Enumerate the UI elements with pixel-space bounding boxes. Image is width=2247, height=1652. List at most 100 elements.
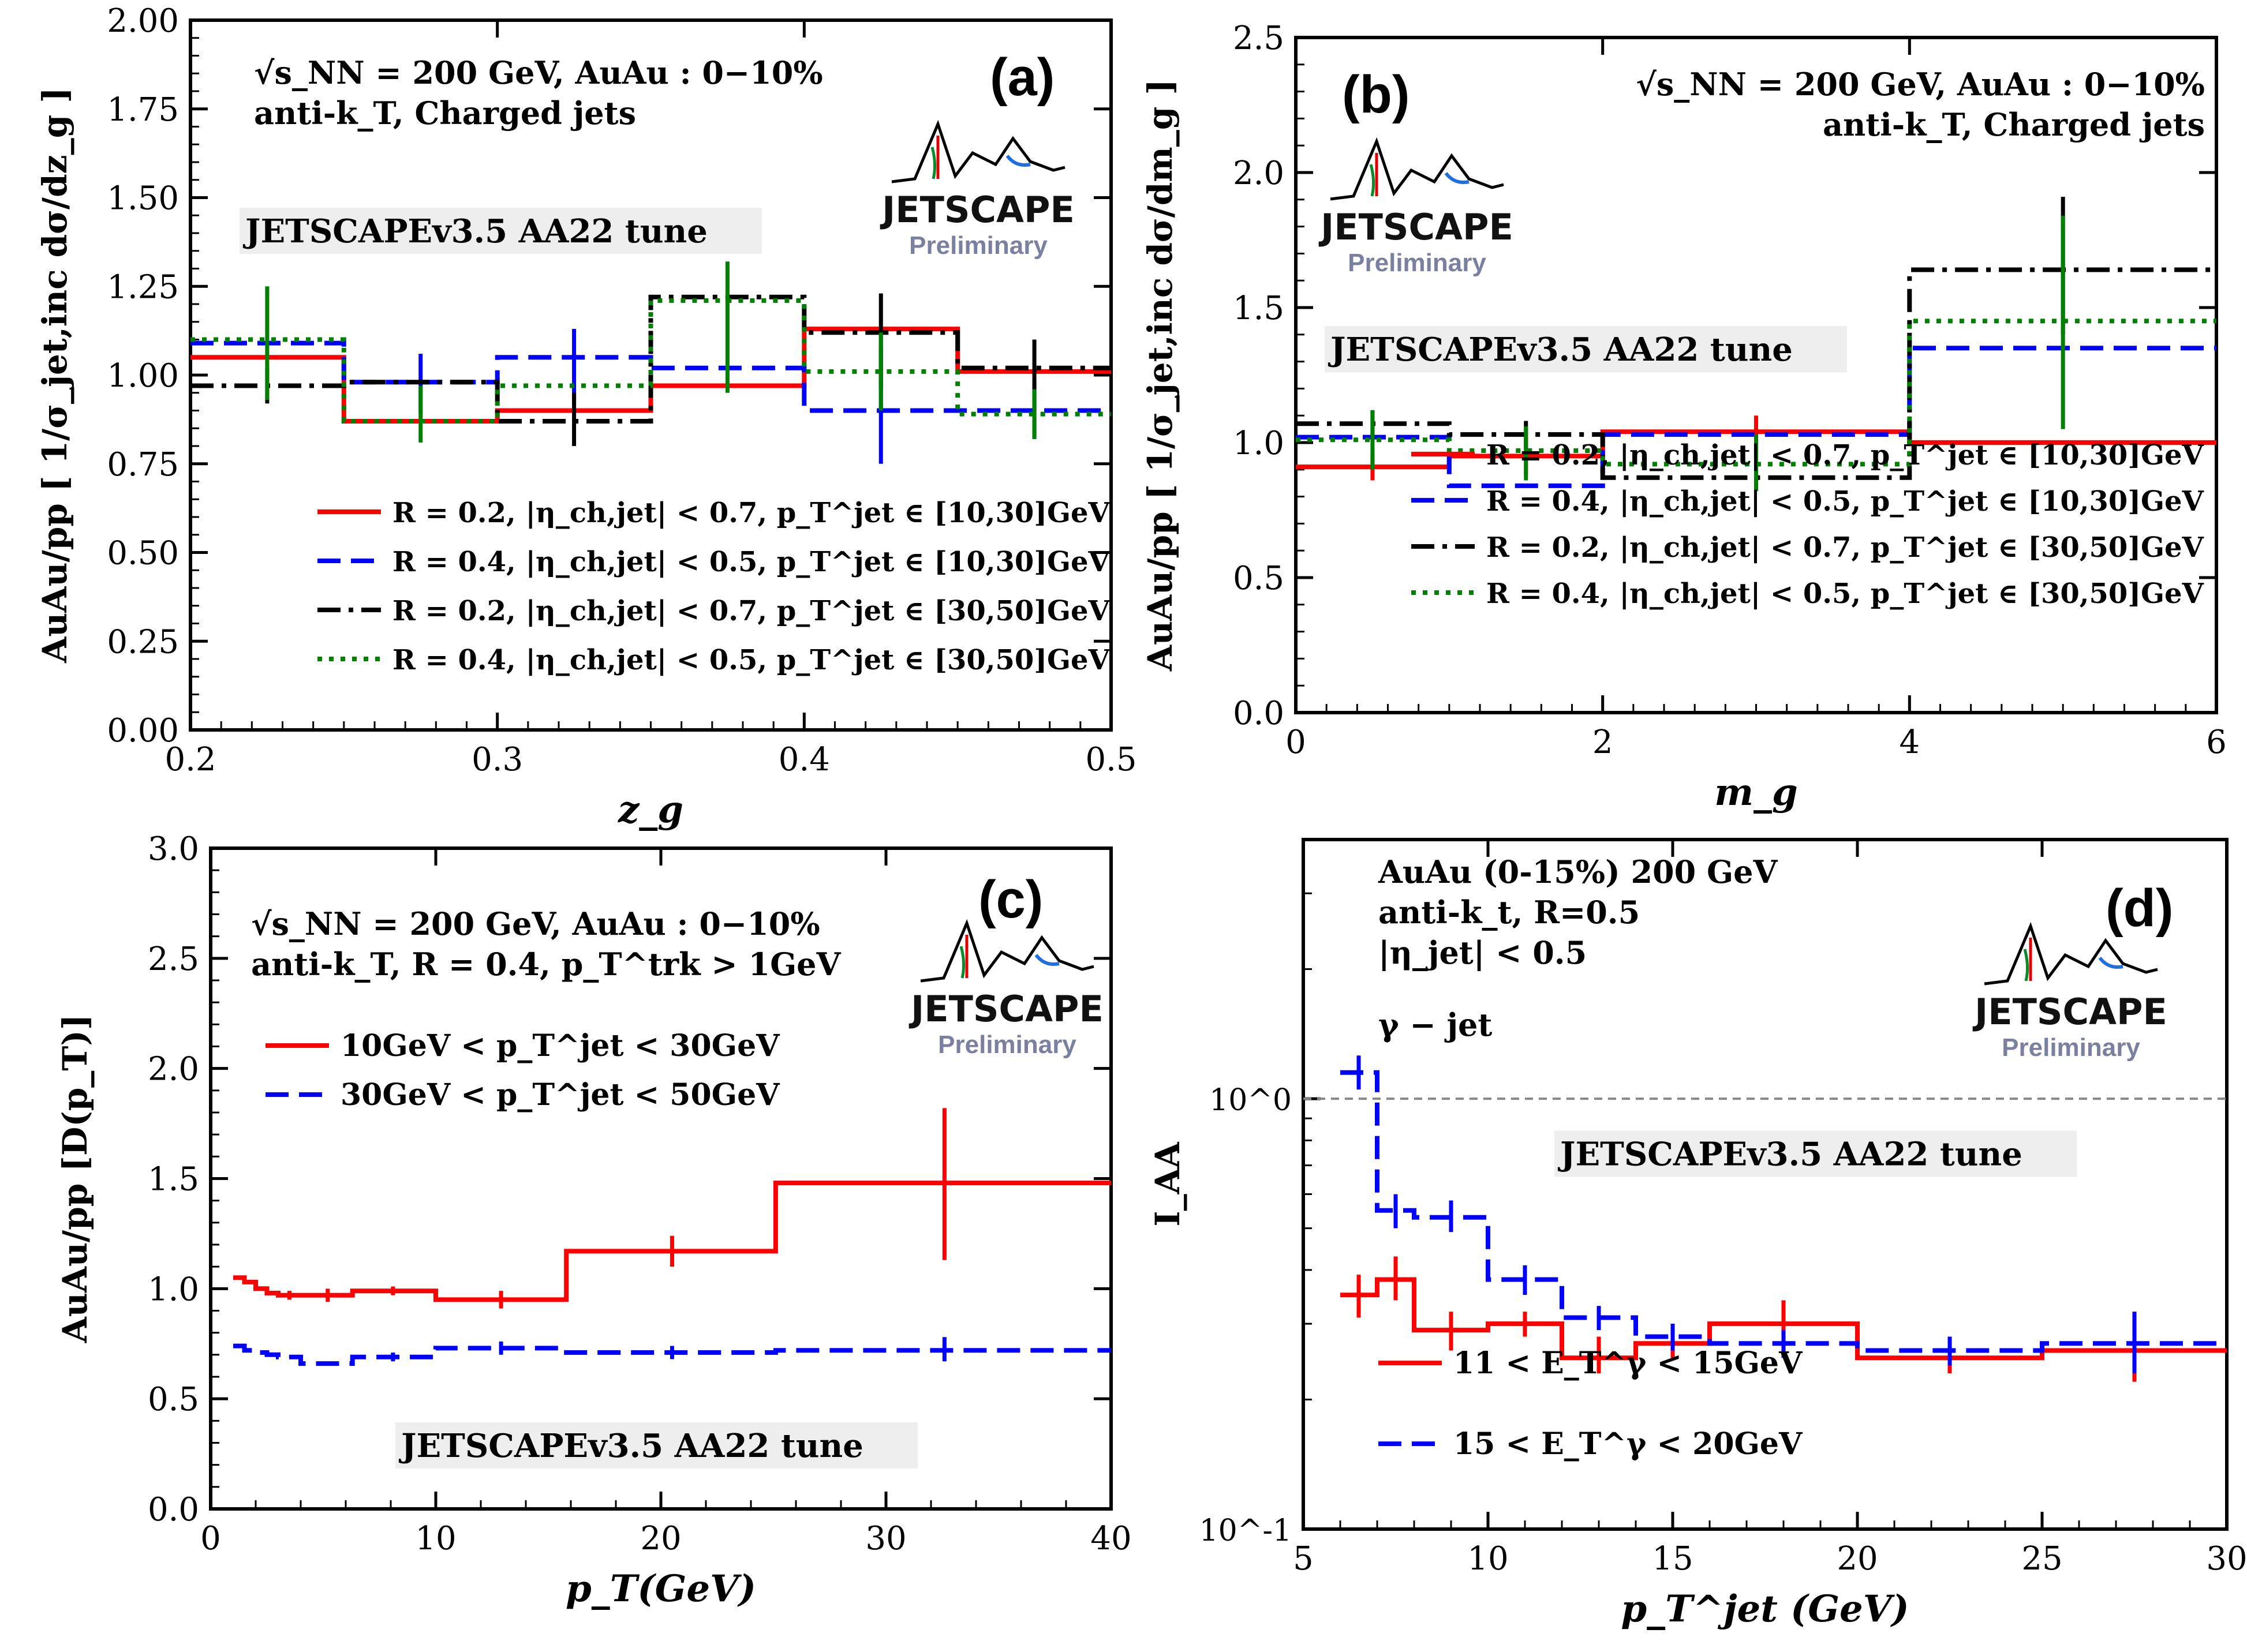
logo-mountain-outline <box>1984 921 2158 986</box>
legend-entry: R = 0.2, |η_ch,jet| < 0.7, p_T^jet ∈ [30… <box>392 595 1111 627</box>
y-tick-label: 2.0 <box>1233 155 1284 192</box>
legend-entry: R = 0.4, |η_ch,jet| < 0.5, p_T^jet ∈ [30… <box>392 644 1111 676</box>
series-line-3 <box>1296 267 2216 480</box>
tune-label: JETSCAPEv3.5 AA22 tune <box>242 212 708 250</box>
logo-blue-stroke <box>1005 155 1031 167</box>
x-tick-label: 10 <box>1467 1540 1508 1578</box>
annotation-1: √s_NN = 200 GeV, AuAu : 0−10% <box>254 54 823 91</box>
plot-frame <box>1302 838 2229 1531</box>
panel-b: 0 2 4 6 0.0 0.5 1.0 1.5 2.0 2.5 m_g AuAu/pp [ 1/σ_j… <box>1141 20 2227 814</box>
x-tick-label: 30 <box>2206 1540 2247 1578</box>
y-axis-label: I_AA <box>1148 1141 1187 1226</box>
y-tick-label: 1.5 <box>148 1161 199 1198</box>
legend-entry: 10GeV < p_T^jet < 30GeV <box>341 1028 780 1063</box>
x-tick-label: 15 <box>1652 1540 1693 1578</box>
x-tick-label: 2 <box>1592 724 1613 761</box>
y-axis-label: AuAu/pp [ 1/σ_jet,inc dσ/dm_g ] <box>1141 79 1180 672</box>
annotation-2: anti-k_T, Charged jets <box>1823 106 2205 143</box>
panel-label: (d) <box>2106 879 2173 938</box>
panel-d: 5 10 15 20 25 30 10^0 10^-1 p_T^jet (GeV) I_AA (d)… <box>1148 838 2247 1631</box>
x-tick-label: 0 <box>200 1520 221 1557</box>
y-tick-label: 0.50 <box>107 535 179 572</box>
y-tick-label: 2.5 <box>1233 20 1284 57</box>
annotation-1: √s_NN = 200 GeV, AuAu : 0−10% <box>251 905 820 942</box>
x-tick-label: 4 <box>1900 724 1920 761</box>
logo-wordmark: JETSCAPE <box>908 988 1104 1030</box>
y-tick-label: 0.00 <box>107 712 179 750</box>
series-line-4 <box>190 298 1111 424</box>
tune-label: JETSCAPEv3.5 AA22 tune <box>1328 331 1793 369</box>
x-tick-label: 0 <box>1285 724 1306 761</box>
logo-mountain-outline <box>1330 137 1504 201</box>
x-axis-label: z_g <box>618 788 683 831</box>
logo-blue-stroke <box>2098 957 2123 969</box>
annotation-2: anti-k_T, Charged jets <box>254 95 636 132</box>
y-tick-label: 0.0 <box>148 1491 199 1529</box>
legend-entry: 11 < E_T^γ < 15GeV <box>1453 1346 1803 1381</box>
y-axis-label: AuAu/pp [ 1/σ_jet,inc dσ/dz_g ] <box>35 87 74 664</box>
y-tick-label: 0.0 <box>1233 695 1284 732</box>
legend-entry: R = 0.2, |η_ch,jet| < 0.7, p_T^jet ∈ [10… <box>392 497 1111 529</box>
legend-entry: 15 < E_T^γ < 20GeV <box>1453 1426 1803 1462</box>
y-tick-label: 2.00 <box>107 2 179 40</box>
y-tick-label: 1.25 <box>107 268 179 306</box>
x-tick-label: 0.4 <box>779 741 830 778</box>
logo-green-stroke <box>930 147 937 179</box>
x-axis-label: p_T(GeV) <box>566 1567 756 1610</box>
tune-label: JETSCAPEv3.5 AA22 tune <box>1557 1136 2022 1174</box>
panel-label: (c) <box>978 870 1043 929</box>
y-tick-label: 10^0 <box>1209 1083 1292 1118</box>
annotation-1: AuAu (0-15%) 200 GeV <box>1378 853 1778 890</box>
logo-green-stroke <box>1369 164 1375 197</box>
logo-subtext: Preliminary <box>938 1031 1076 1059</box>
logo-blue-stroke <box>1444 172 1470 184</box>
logo-subtext: Preliminary <box>2002 1033 2140 1062</box>
annotation-4: γ − jet <box>1378 1006 1492 1043</box>
panel-a: 0.2 0.3 0.4 0.5 0.00 0.25 0.50 0.75 1.00 1.25 1.50… <box>35 2 1137 831</box>
series-line-1 <box>233 1181 1111 1302</box>
y-tick-label: 1.50 <box>107 180 179 218</box>
logo-mountain-outline <box>920 919 1094 983</box>
logo-mountain-outline <box>891 119 1065 183</box>
y-tick-label: 1.0 <box>1233 425 1284 462</box>
logo-blue-stroke <box>1034 954 1060 966</box>
x-tick-label: 10 <box>415 1520 456 1557</box>
y-tick-label: 3.0 <box>148 830 199 868</box>
x-tick-label: 5 <box>1293 1540 1314 1578</box>
legend-entry: 30GeV < p_T^jet < 50GeV <box>341 1077 780 1112</box>
series-line-2 <box>233 1343 1111 1366</box>
panel-c: 0 10 20 30 40 0.0 0.5 1.0 1.5 2.0 2.5 3.0 p_T(GeV) Au… <box>55 830 1132 1610</box>
annotation-1: √s_NN = 200 GeV, AuAu : 0−10% <box>1636 66 2205 103</box>
x-tick-label: 25 <box>2021 1540 2062 1578</box>
logo-wordmark: JETSCAPE <box>880 189 1075 231</box>
x-tick-label: 0.5 <box>1085 741 1136 778</box>
x-tick-label: 0.3 <box>472 741 523 778</box>
y-tick-label: 1.00 <box>107 357 179 395</box>
x-tick-label: 30 <box>865 1520 906 1557</box>
x-axis-label: p_T^jet (GeV) <box>1621 1587 1909 1631</box>
y-tick-label: 2.5 <box>148 941 199 978</box>
series-line-2 <box>190 340 1111 413</box>
legend-entry: R = 0.2, |η_ch,jet| < 0.7, p_T^jet ∈ [30… <box>1486 531 2204 564</box>
y-axis-label: AuAu/pp [D(p_T)] <box>55 1014 95 1344</box>
tune-label-bg <box>395 1422 918 1469</box>
legend-entry: R = 0.4, |η_ch,jet| < 0.5, p_T^jet ∈ [10… <box>1486 485 2204 518</box>
y-tick-label: 0.75 <box>107 446 179 484</box>
logo-green-stroke <box>959 946 966 979</box>
annotation-2: anti-k_t, R=0.5 <box>1378 894 1640 931</box>
y-tick-label: 1.5 <box>1233 290 1284 327</box>
logo-subtext: Preliminary <box>1348 249 1486 277</box>
panel-label: (a) <box>990 48 1055 107</box>
panel-label: (b) <box>1342 65 1409 124</box>
logo-green-stroke <box>2023 949 2029 982</box>
x-tick-label: 6 <box>2206 724 2227 761</box>
annotation-3: |η_jet| < 0.5 <box>1378 934 1587 972</box>
y-tick-label: 1.75 <box>107 91 179 129</box>
x-tick-label: 20 <box>1837 1540 1878 1578</box>
logo-subtext: Preliminary <box>909 231 1048 260</box>
y-tick-label: 0.25 <box>107 623 179 661</box>
x-tick-label: 20 <box>640 1520 681 1557</box>
